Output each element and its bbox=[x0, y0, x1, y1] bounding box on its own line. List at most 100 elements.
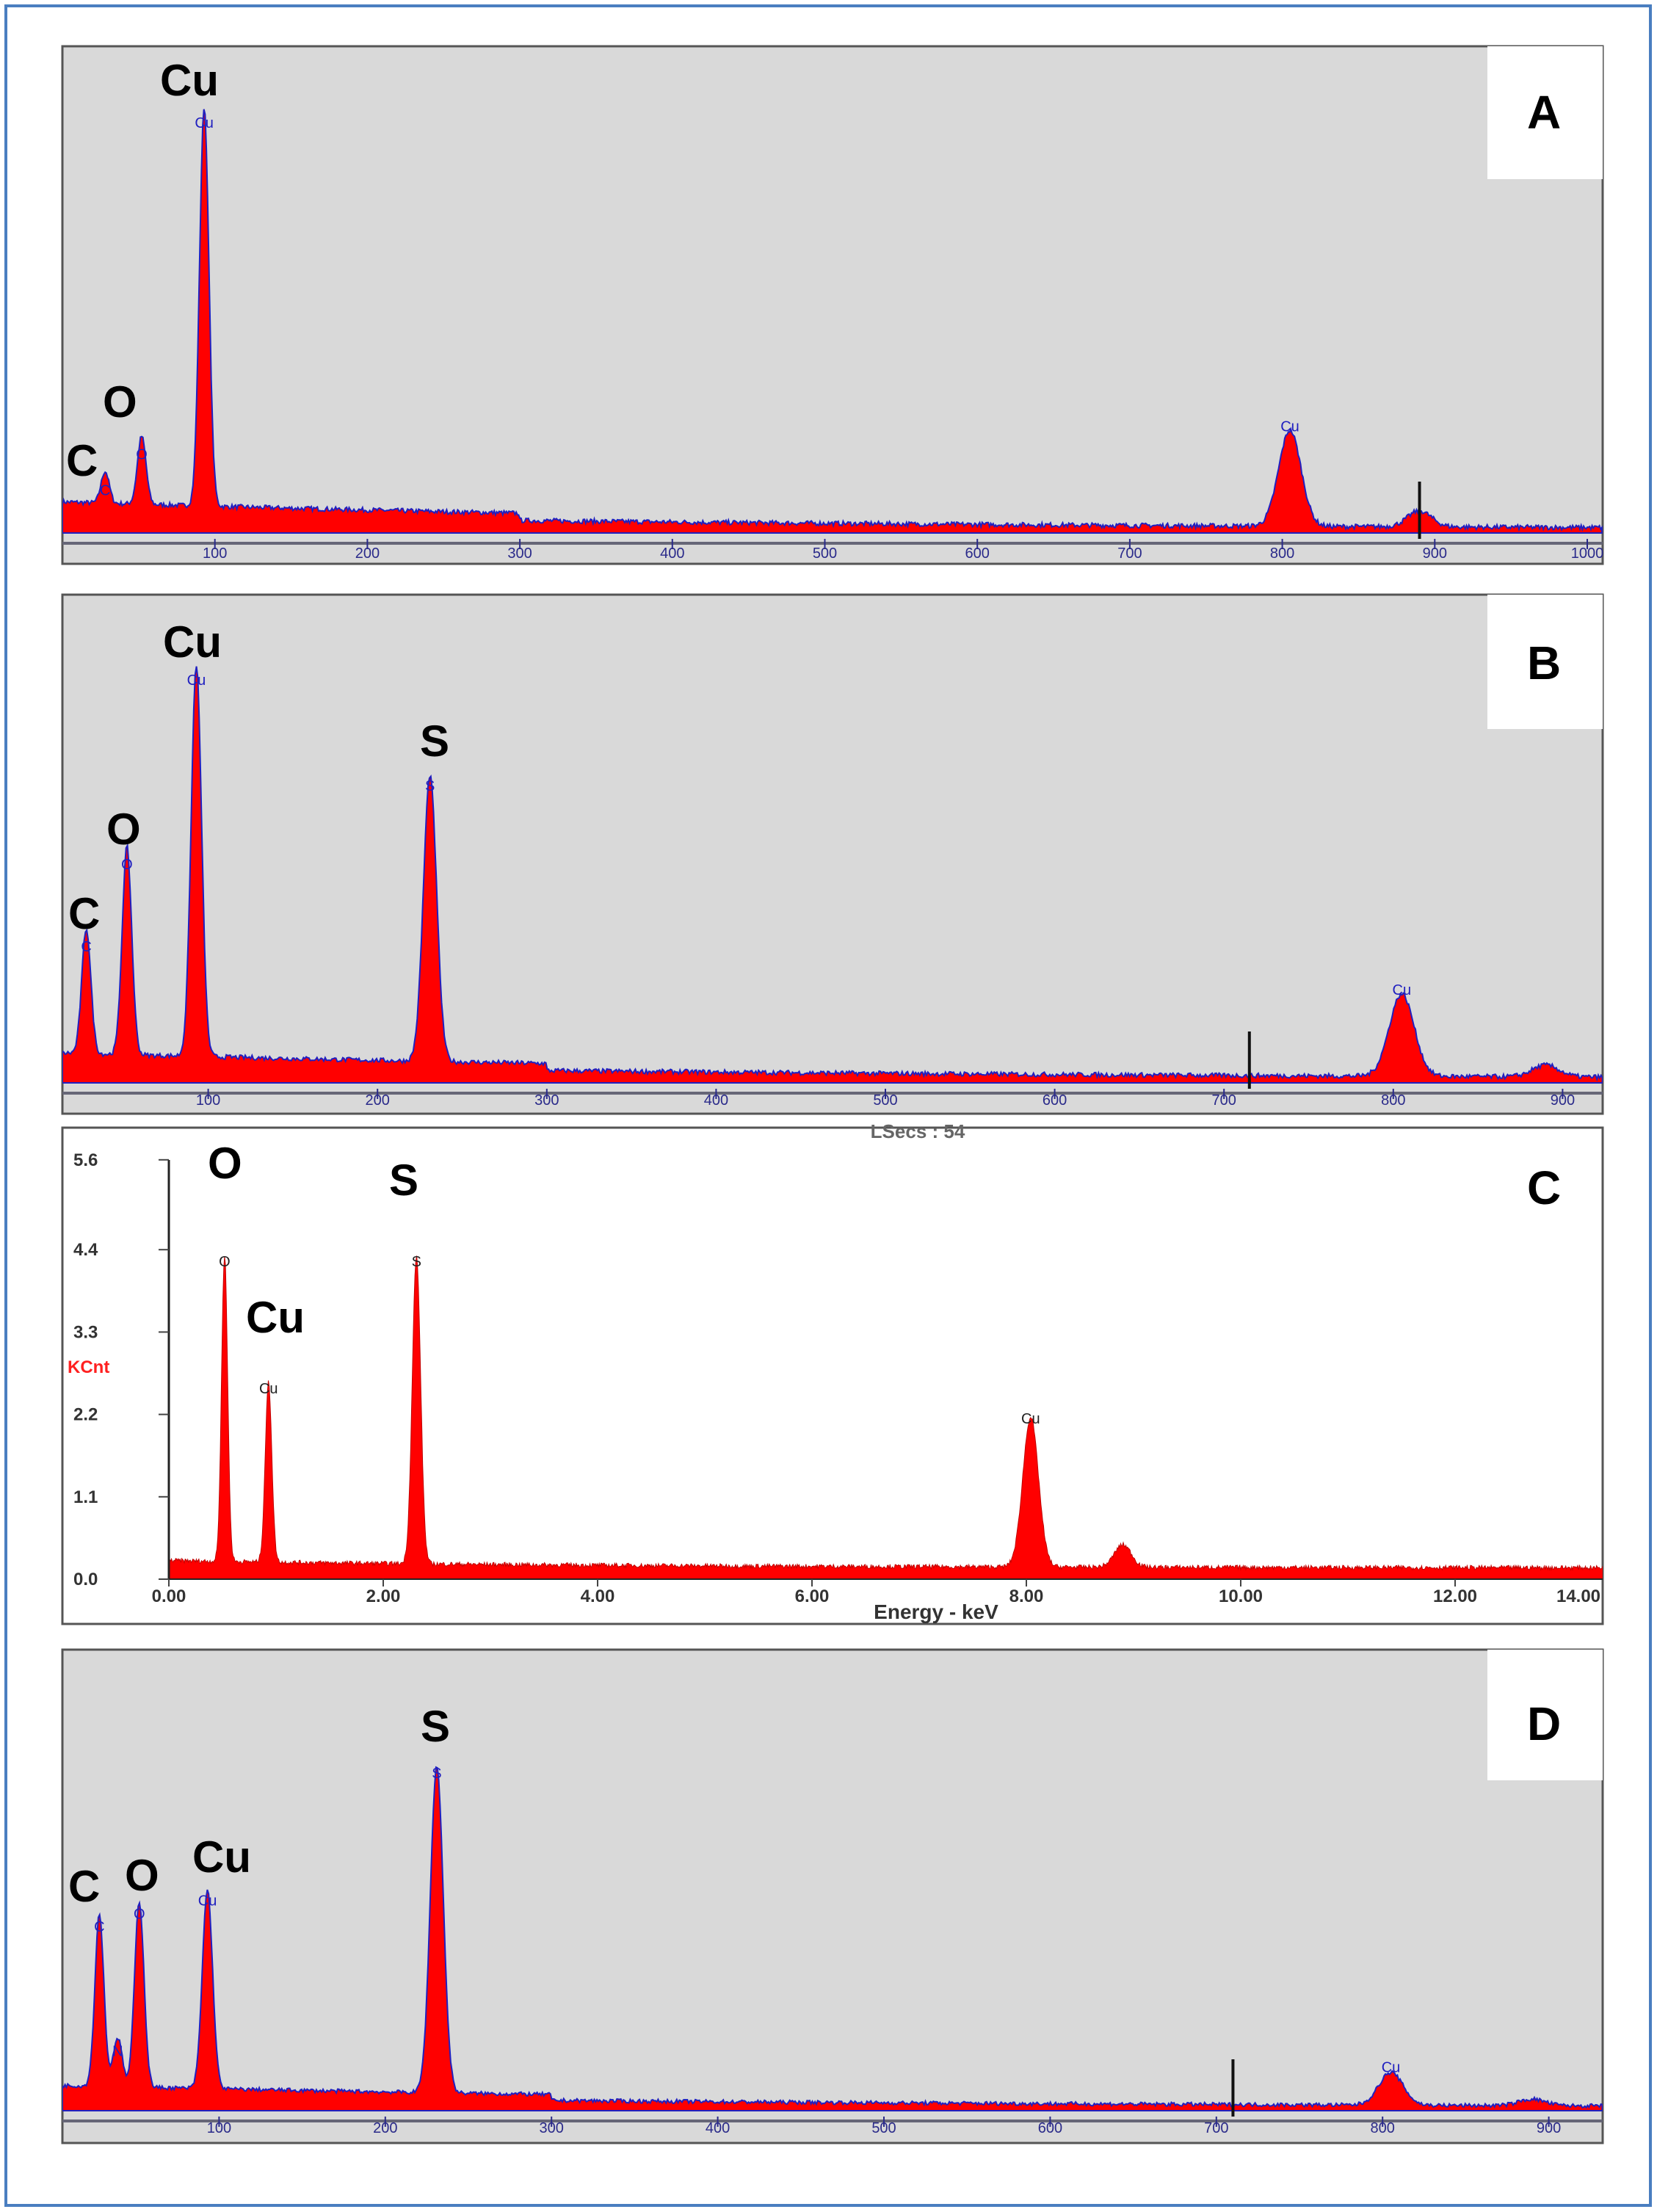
x-tick-label: 100 bbox=[207, 2120, 231, 2136]
peak-label: S bbox=[432, 1766, 441, 1782]
label-a-cu: Cu bbox=[160, 56, 219, 105]
plot-area bbox=[61, 1126, 1604, 1625]
peak-label: C bbox=[81, 939, 91, 955]
x-tick-label: 400 bbox=[660, 545, 684, 562]
panel-label-box bbox=[1487, 1650, 1603, 1780]
panel-d: C N O Cu S Cu 100 200 300 400 500 600 700 800 900 bbox=[61, 1648, 1604, 2144]
x-tick-label: 200 bbox=[366, 1092, 390, 1109]
panel-c: O Cu S Cu 0.0 1.1 2.2 3.3 4.4 5.6 0.00 2.00 4.00 6.00… bbox=[61, 1126, 1604, 1625]
x-tick-label: 600 bbox=[1043, 1092, 1067, 1109]
x-tick-label: 400 bbox=[706, 2120, 730, 2136]
peak-label: O bbox=[136, 447, 148, 463]
peak-label: Cu bbox=[1393, 982, 1412, 998]
x-tick-label: 800 bbox=[1371, 2120, 1395, 2136]
peak-label: Cu bbox=[1382, 2060, 1401, 2076]
peak-label: S bbox=[425, 778, 435, 794]
peak-label: Cu bbox=[187, 672, 206, 689]
x-tick-label: 600 bbox=[965, 545, 990, 562]
y-tick-label: 3.3 bbox=[73, 1322, 98, 1342]
peak-label: N bbox=[112, 2043, 123, 2059]
x-tick-label: 200 bbox=[373, 2120, 397, 2136]
spectrum-area bbox=[62, 109, 1603, 534]
x-tick-label: 900 bbox=[1537, 2120, 1561, 2136]
x-tick-label: 500 bbox=[873, 1092, 897, 1109]
label-d-o: O bbox=[125, 1851, 159, 1900]
x-tick-label: 900 bbox=[1423, 545, 1447, 562]
panel-label-c: C bbox=[1527, 1161, 1561, 1214]
x-tick-label: 500 bbox=[871, 2120, 896, 2136]
label-b-cu: Cu bbox=[163, 617, 222, 667]
label-a-c: C bbox=[66, 436, 98, 485]
peak-label: O bbox=[134, 1906, 145, 1922]
y-tick-label: 0.0 bbox=[73, 1570, 98, 1589]
x-tick-label: 6.00 bbox=[795, 1587, 830, 1606]
panel-label-d: D bbox=[1527, 1697, 1561, 1750]
x-tick-label: 2.00 bbox=[366, 1587, 401, 1606]
x-axis-label: Energy - keV bbox=[874, 1600, 998, 1623]
peak-label: S bbox=[412, 1254, 421, 1270]
panel-label-box bbox=[1487, 595, 1603, 729]
spectrum-area bbox=[168, 1255, 1603, 1580]
label-d-s: S bbox=[421, 1702, 450, 1751]
label-a-o: O bbox=[103, 377, 137, 427]
label-c-o: O bbox=[208, 1139, 242, 1188]
x-tick-label: 700 bbox=[1117, 545, 1142, 562]
spectrum-area bbox=[62, 1766, 1603, 2111]
spectrum-area bbox=[62, 666, 1603, 1084]
x-tick-label: 12.00 bbox=[1433, 1587, 1477, 1606]
x-tick-label: 800 bbox=[1270, 545, 1294, 562]
label-b-o: O bbox=[106, 805, 141, 854]
peak-label: Cu bbox=[1021, 1411, 1040, 1427]
peak-label: O bbox=[219, 1254, 231, 1270]
x-tick-label: 700 bbox=[1212, 1092, 1236, 1109]
label-b-s: S bbox=[420, 717, 449, 766]
panel-label-box bbox=[1487, 46, 1603, 179]
panel-label-a: A bbox=[1527, 86, 1561, 139]
label-c-cu: Cu bbox=[246, 1293, 305, 1342]
x-tick-label: 300 bbox=[534, 1092, 559, 1109]
spectrum bbox=[62, 1766, 1603, 2111]
label-c-s: S bbox=[389, 1156, 418, 1205]
live-seconds: LSecs : 54 bbox=[871, 1120, 965, 1142]
x-tick-label: 0.00 bbox=[152, 1587, 186, 1606]
label-d-c: C bbox=[68, 1862, 100, 1911]
x-tick-label: 1000 bbox=[1571, 545, 1604, 562]
spectrum bbox=[62, 666, 1603, 1084]
x-tick-label: 300 bbox=[507, 545, 532, 562]
spectrum bbox=[62, 109, 1603, 534]
plot-area bbox=[61, 1648, 1604, 2144]
y-tick-label: 4.4 bbox=[73, 1240, 98, 1260]
x-tick-label: 500 bbox=[813, 545, 837, 562]
panel-label-b: B bbox=[1527, 637, 1561, 689]
peak-label: Cu bbox=[1280, 418, 1299, 435]
x-tick-label: 4.00 bbox=[581, 1587, 615, 1606]
x-tick-label: 200 bbox=[355, 545, 380, 562]
x-tick-label: 900 bbox=[1551, 1092, 1575, 1109]
x-tick-label: 10.00 bbox=[1219, 1587, 1263, 1606]
x-tick-label: 600 bbox=[1038, 2120, 1062, 2136]
y-tick-label: 1.1 bbox=[73, 1487, 98, 1507]
y-axis-label: KCnt bbox=[68, 1357, 109, 1377]
label-b-c: C bbox=[68, 889, 100, 938]
y-tick-label: 2.2 bbox=[73, 1405, 98, 1425]
peak-label: Cu bbox=[198, 1893, 217, 1910]
peak-label: O bbox=[121, 857, 133, 873]
x-tick-label: 700 bbox=[1204, 2120, 1228, 2136]
x-tick-label: 100 bbox=[196, 1092, 220, 1109]
peak-label: Cu bbox=[195, 115, 214, 131]
y-tick-label: 5.6 bbox=[73, 1150, 98, 1170]
spectrum bbox=[168, 1255, 1603, 1580]
label-d-cu: Cu bbox=[192, 1832, 251, 1882]
x-tick-label: 800 bbox=[1381, 1092, 1405, 1109]
x-tick-label: 8.00 bbox=[1009, 1587, 1044, 1606]
peak-label: Cu bbox=[259, 1381, 278, 1397]
x-tick-label: 400 bbox=[704, 1092, 728, 1109]
x-tick-label: 300 bbox=[540, 2120, 564, 2136]
x-tick-label: 100 bbox=[203, 545, 227, 562]
x-tick-label: 14.00 bbox=[1556, 1587, 1600, 1606]
peak-label: C bbox=[100, 482, 110, 498]
